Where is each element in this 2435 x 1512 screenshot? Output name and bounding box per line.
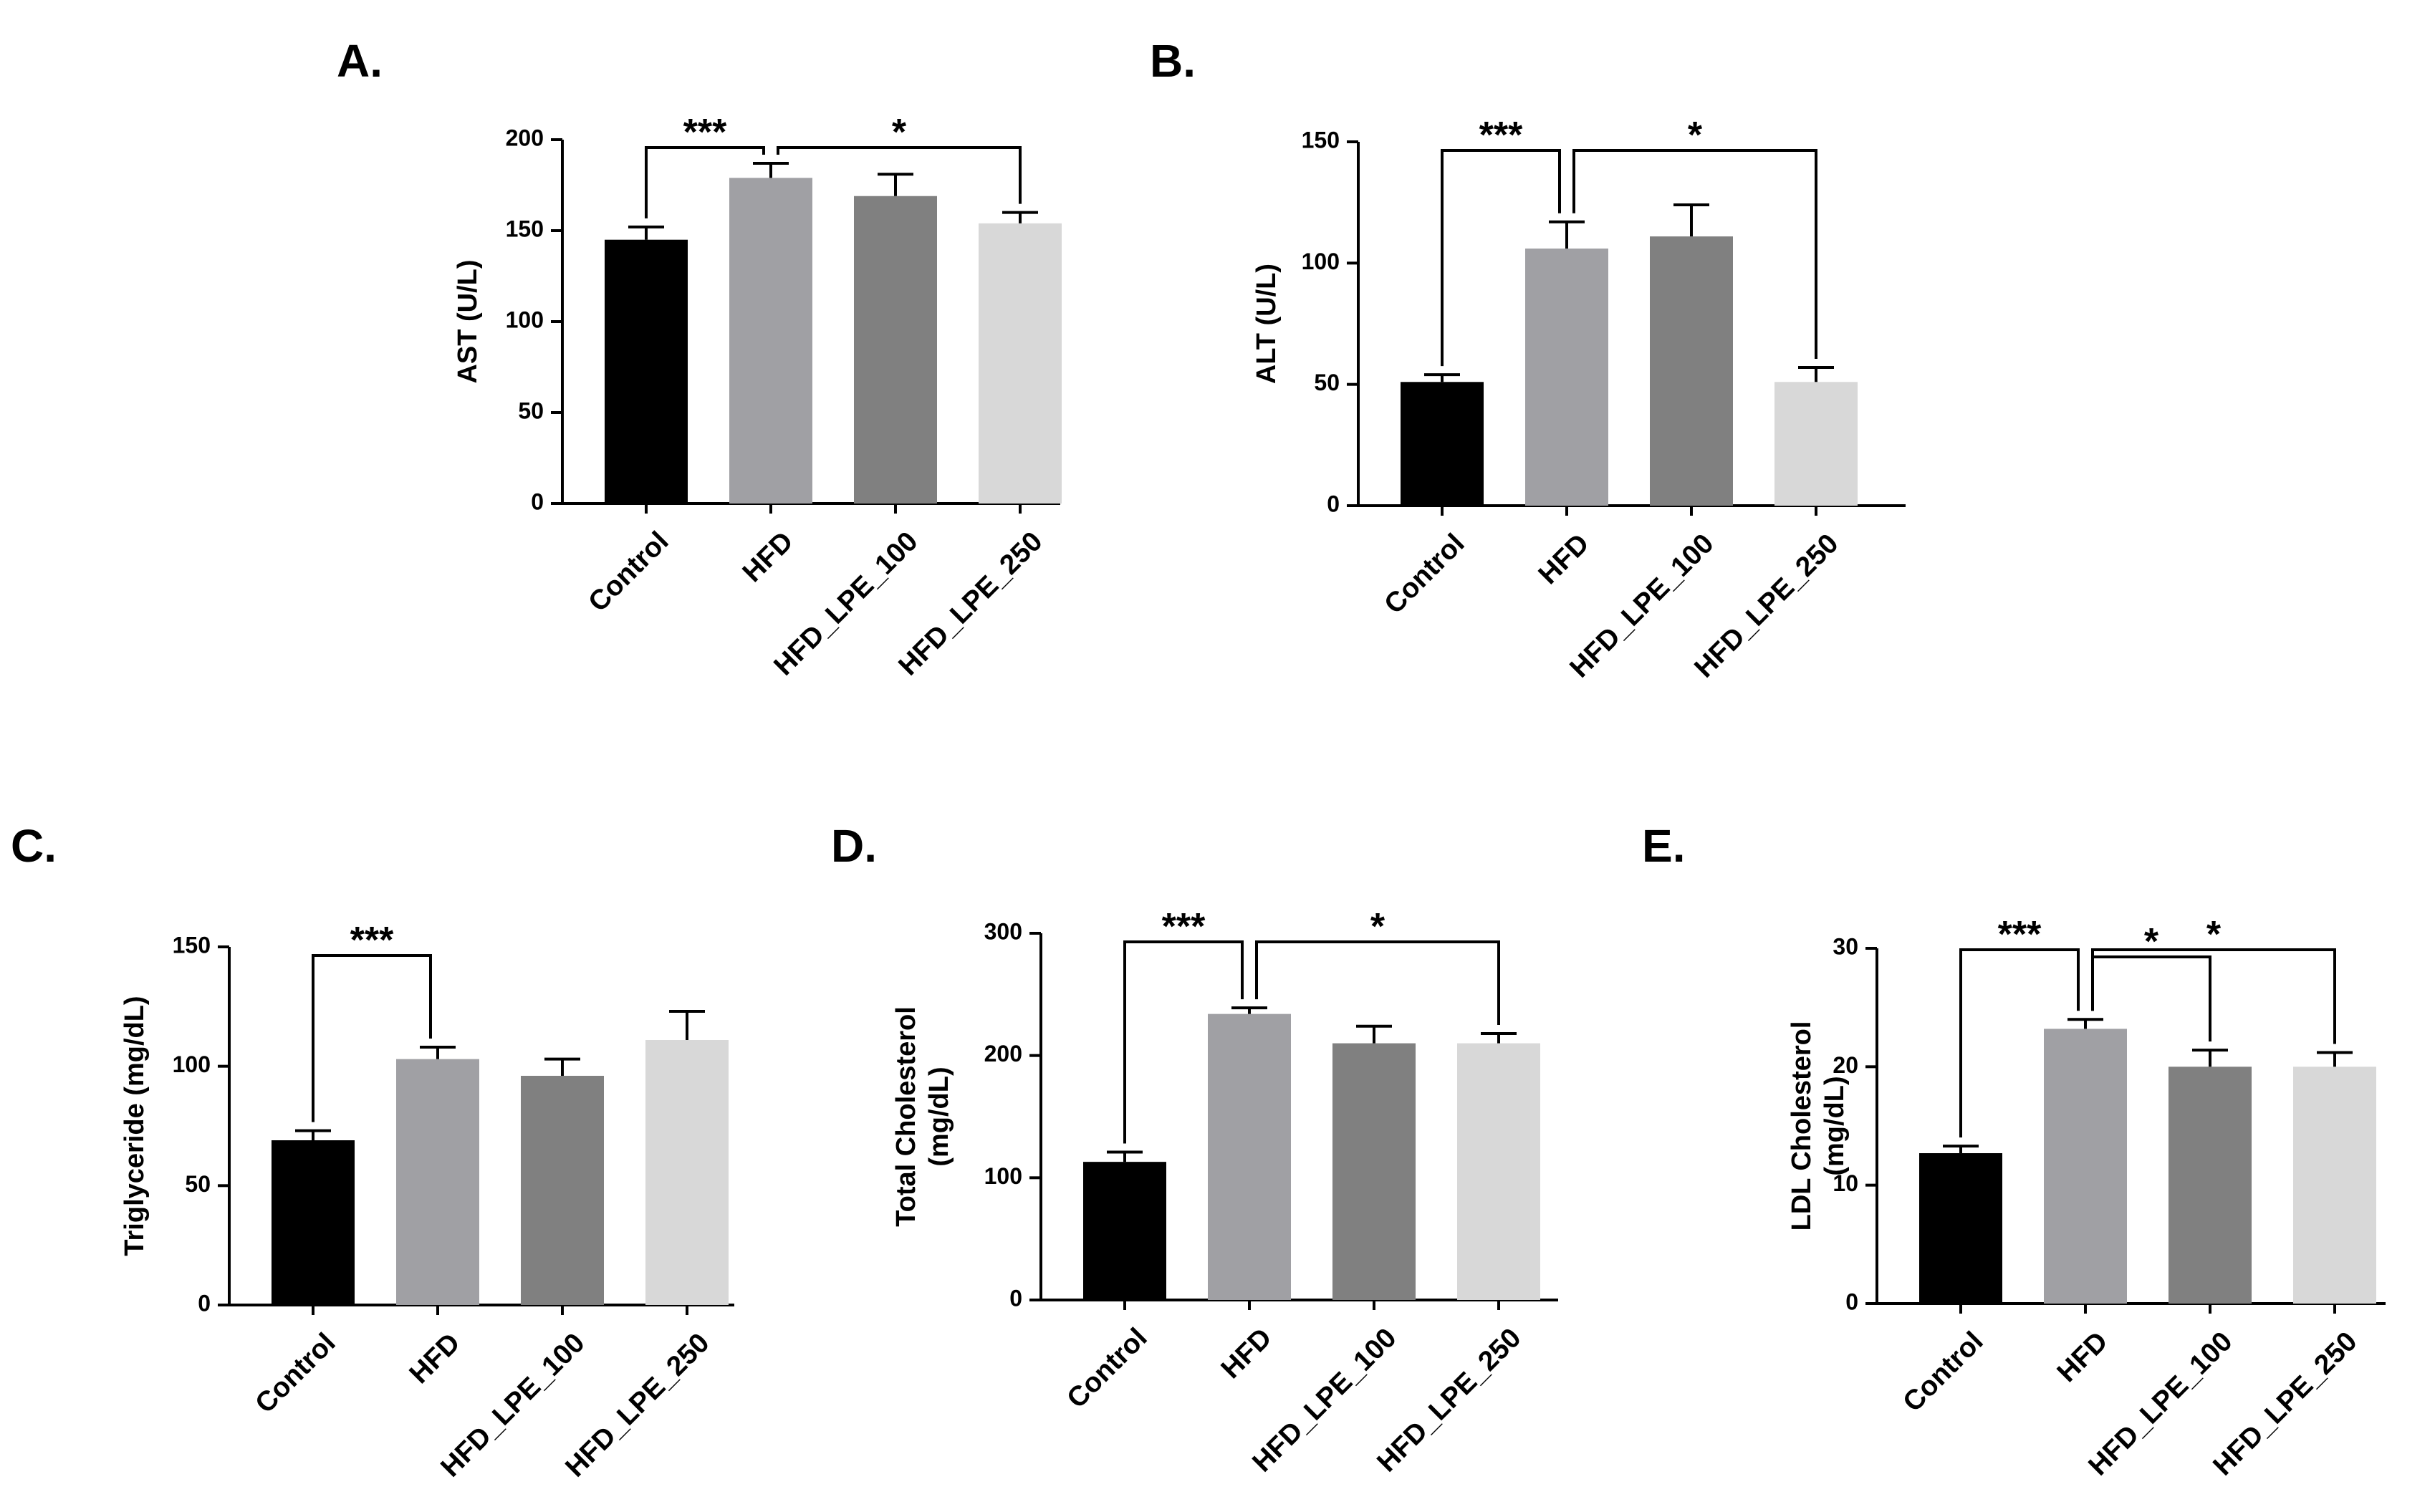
significance-label: *: [1370, 906, 1385, 948]
y-tick-label: 100: [984, 1163, 1022, 1189]
significance-label: *: [2206, 914, 2222, 955]
bar-hfd-lpe-100: [521, 1076, 604, 1305]
y-tick-label: 50: [185, 1171, 211, 1197]
bar-hfd-lpe-250: [1457, 1043, 1540, 1300]
bar-control: [605, 239, 688, 504]
y-axis-label: ALT (U/L): [1252, 264, 1282, 384]
y-tick-label: 0: [531, 488, 544, 514]
y-tick-label: 100: [506, 307, 544, 332]
significance-bracket: [1441, 149, 1561, 367]
significance-bracket: [2091, 948, 2336, 1044]
bar-hfd-lpe-100: [854, 196, 937, 504]
y-tick-label: 0: [1327, 491, 1340, 516]
y-tick-label: 50: [518, 398, 544, 423]
significance-bracket: [1572, 149, 1817, 359]
significance-label: ***: [1479, 115, 1523, 156]
bar-hfd-lpe-250: [979, 223, 1062, 504]
bar-hfd-lpe-100: [2169, 1066, 2252, 1304]
significance-label: ***: [350, 920, 394, 961]
significance-label: *: [2144, 921, 2159, 963]
y-tick-label: 150: [506, 216, 544, 241]
significance-label: ***: [1162, 906, 1206, 948]
y-tick-label: 200: [984, 1041, 1022, 1066]
y-tick-label: 100: [173, 1051, 211, 1077]
significance-bracket: [312, 954, 432, 1122]
y-axis-label: Total Cholesterol: [891, 1006, 921, 1227]
y-tick-label: 0: [1845, 1289, 1858, 1314]
panel-letter: C.: [11, 820, 57, 872]
panel-letter: D.: [831, 820, 877, 872]
y-tick-label: 300: [984, 918, 1022, 944]
panel-letter: A.: [337, 35, 383, 87]
y-tick-label: 10: [1833, 1170, 1858, 1196]
y-tick-label: 0: [1009, 1285, 1022, 1311]
y-tick-label: 30: [1833, 933, 1858, 959]
panel-letter: E.: [1642, 820, 1685, 872]
panel-letter: B.: [1150, 35, 1196, 87]
bar-control: [1919, 1153, 2002, 1304]
bar-control: [272, 1140, 355, 1305]
bar-hfd-lpe-250: [1774, 382, 1858, 506]
y-tick-label: 100: [1302, 249, 1340, 274]
significance-label: *: [1688, 115, 1703, 156]
y-tick-label: 50: [1314, 370, 1340, 395]
bar-control: [1401, 382, 1484, 506]
bar-hfd-lpe-100: [1650, 236, 1733, 506]
y-axis-label: Triglyceride (mg/dL): [120, 996, 150, 1256]
significance-label: ***: [1998, 914, 2042, 955]
y-tick-label: 150: [1302, 127, 1340, 153]
bar-hfd-lpe-100: [1332, 1043, 1416, 1300]
y-tick-label: 200: [506, 125, 544, 150]
y-tick-label: 150: [173, 932, 211, 958]
bar-hfd: [396, 1059, 479, 1305]
bar-hfd-lpe-250: [645, 1040, 729, 1305]
bar-hfd-lpe-250: [2293, 1066, 2376, 1304]
bar-hfd: [2044, 1029, 2127, 1304]
bar-hfd: [729, 178, 812, 504]
y-tick-label: 20: [1833, 1052, 1858, 1078]
y-axis-label: LDL Cholesterol: [1787, 1021, 1817, 1231]
significance-bracket: [1255, 940, 1500, 1025]
bar-control: [1083, 1162, 1166, 1300]
significance-bracket: [645, 146, 765, 218]
significance-label: ***: [683, 112, 727, 153]
bar-hfd: [1525, 249, 1608, 506]
y-tick-label: 0: [198, 1290, 211, 1316]
significance-bracket: [1123, 940, 1244, 1144]
y-axis-label: (mg/dL): [1820, 1076, 1850, 1175]
significance-bracket: [777, 146, 1022, 204]
significance-bracket: [1959, 948, 2080, 1138]
significance-label: *: [892, 112, 907, 153]
y-axis-label: AST (U/L): [453, 259, 483, 383]
y-axis-label: (mg/dL): [924, 1066, 954, 1166]
bar-hfd: [1208, 1013, 1291, 1300]
